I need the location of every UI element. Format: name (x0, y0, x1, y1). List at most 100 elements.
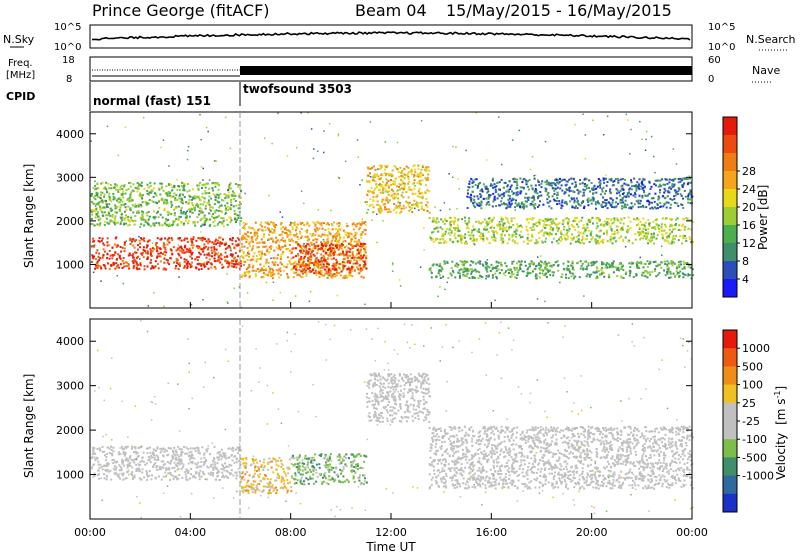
power-echo-cell (204, 266, 206, 268)
power-echo-cell (571, 183, 573, 185)
power-echo-cell (466, 261, 468, 263)
power-echo-cell (553, 272, 555, 274)
power-echo-cell (630, 179, 632, 181)
power-echo-cell (568, 187, 570, 189)
power-echo-cell (529, 218, 531, 220)
power-echo-cell (570, 178, 572, 180)
power-echo-cell (279, 246, 281, 248)
power-echo-cell (91, 223, 93, 225)
power-echo-cell (369, 190, 371, 192)
power-echo-cell (132, 199, 134, 201)
power-echo-cell (577, 200, 579, 202)
power-echo-cell (199, 182, 201, 184)
power-echo-cell (192, 212, 194, 214)
power-echo-cell (468, 183, 470, 185)
power-echo-cell (261, 253, 263, 255)
power-echo-cell (300, 258, 302, 260)
power-echo-cell (577, 189, 579, 191)
power-echo-cell (624, 179, 626, 181)
power-echo-cell (147, 193, 149, 195)
power-echo-cell (127, 225, 129, 227)
power-echo-cell (688, 266, 690, 268)
power-echo-cell (229, 207, 231, 209)
power-echo-cell (248, 264, 250, 266)
power-echo-cell (278, 269, 280, 271)
power-echo-cell (202, 211, 204, 213)
power-echo-cell (651, 271, 653, 273)
power-echo-cell (667, 268, 669, 270)
power-scatter-cell (204, 224, 206, 226)
power-scatter-cell (135, 203, 137, 205)
power-echo-cell (591, 188, 593, 190)
power-echo-cell (405, 191, 407, 193)
power-echo-cell (471, 268, 473, 270)
power-echo-cell (531, 260, 533, 262)
power-echo-cell (163, 268, 165, 270)
power-echo-cell (499, 272, 501, 274)
power-scatter-cell (138, 236, 140, 238)
power-colorbar-cell (723, 153, 737, 172)
power-echo-cell (329, 245, 331, 247)
power-echo-cell (349, 255, 351, 257)
power-echo-cell (369, 198, 371, 200)
power-echo-cell (216, 216, 218, 218)
power-echo-cell (553, 190, 555, 192)
power-echo-cell (123, 262, 125, 264)
power-scatter-cell (651, 136, 653, 138)
power-scatter-cell (96, 263, 98, 265)
power-scatter-cell (370, 176, 372, 178)
power-echo-cell (492, 178, 494, 180)
power-echo-cell (645, 229, 647, 231)
power-echo-cell (442, 233, 444, 235)
power-echo-cell (314, 245, 316, 247)
power-echo-cell (576, 198, 578, 200)
power-echo-cell (262, 230, 264, 232)
power-echo-cell (662, 237, 664, 239)
power-echo-cell (140, 237, 142, 239)
power-echo-cell (603, 182, 605, 184)
power-echo-cell (177, 259, 179, 261)
power-echo-cell (670, 224, 672, 226)
power-echo-cell (108, 193, 110, 195)
power-echo-cell (234, 210, 236, 212)
power-echo-cell (194, 225, 196, 227)
power-echo-cell (158, 253, 160, 255)
power-echo-cell (593, 192, 595, 194)
power-echo-cell (470, 264, 472, 266)
power-echo-cell (190, 250, 192, 252)
power-echo-cell (540, 264, 542, 266)
power-scatter-cell (559, 282, 561, 284)
power-echo-cell (167, 214, 169, 216)
power-echo-cell (340, 245, 342, 247)
power-echo-cell (536, 225, 538, 227)
power-echo-cell (325, 245, 327, 247)
power-echo-cell (404, 168, 406, 170)
noise-left-tick-top: 10^5 (54, 22, 81, 33)
power-echo-cell (180, 209, 182, 211)
power-echo-cell (221, 242, 223, 244)
power-echo-cell (658, 197, 660, 199)
power-echo-cell (557, 265, 559, 267)
power-echo-cell (556, 226, 558, 228)
power-echo-cell (119, 210, 121, 212)
power-echo-cell (277, 239, 279, 241)
power-echo-cell (485, 186, 487, 188)
power-echo-cell (527, 272, 529, 274)
power-echo-cell (508, 191, 510, 193)
power-echo-cell (425, 198, 427, 200)
power-echo-cell (514, 206, 516, 208)
power-echo-cell (115, 185, 117, 187)
power-echo-cell (673, 273, 675, 275)
power-echo-cell (171, 237, 173, 239)
power-echo-cell (669, 179, 671, 181)
power-echo-cell (147, 266, 149, 268)
power-echo-cell (643, 206, 645, 208)
power-echo-cell (553, 238, 555, 240)
power-echo-cell (147, 252, 149, 254)
power-echo-cell (95, 217, 97, 219)
power-echo-cell (310, 259, 312, 261)
power-echo-cell (523, 208, 525, 210)
power-scatter-cell (266, 282, 268, 284)
power-echo-cell (256, 246, 258, 248)
power-echo-cell (297, 224, 299, 226)
